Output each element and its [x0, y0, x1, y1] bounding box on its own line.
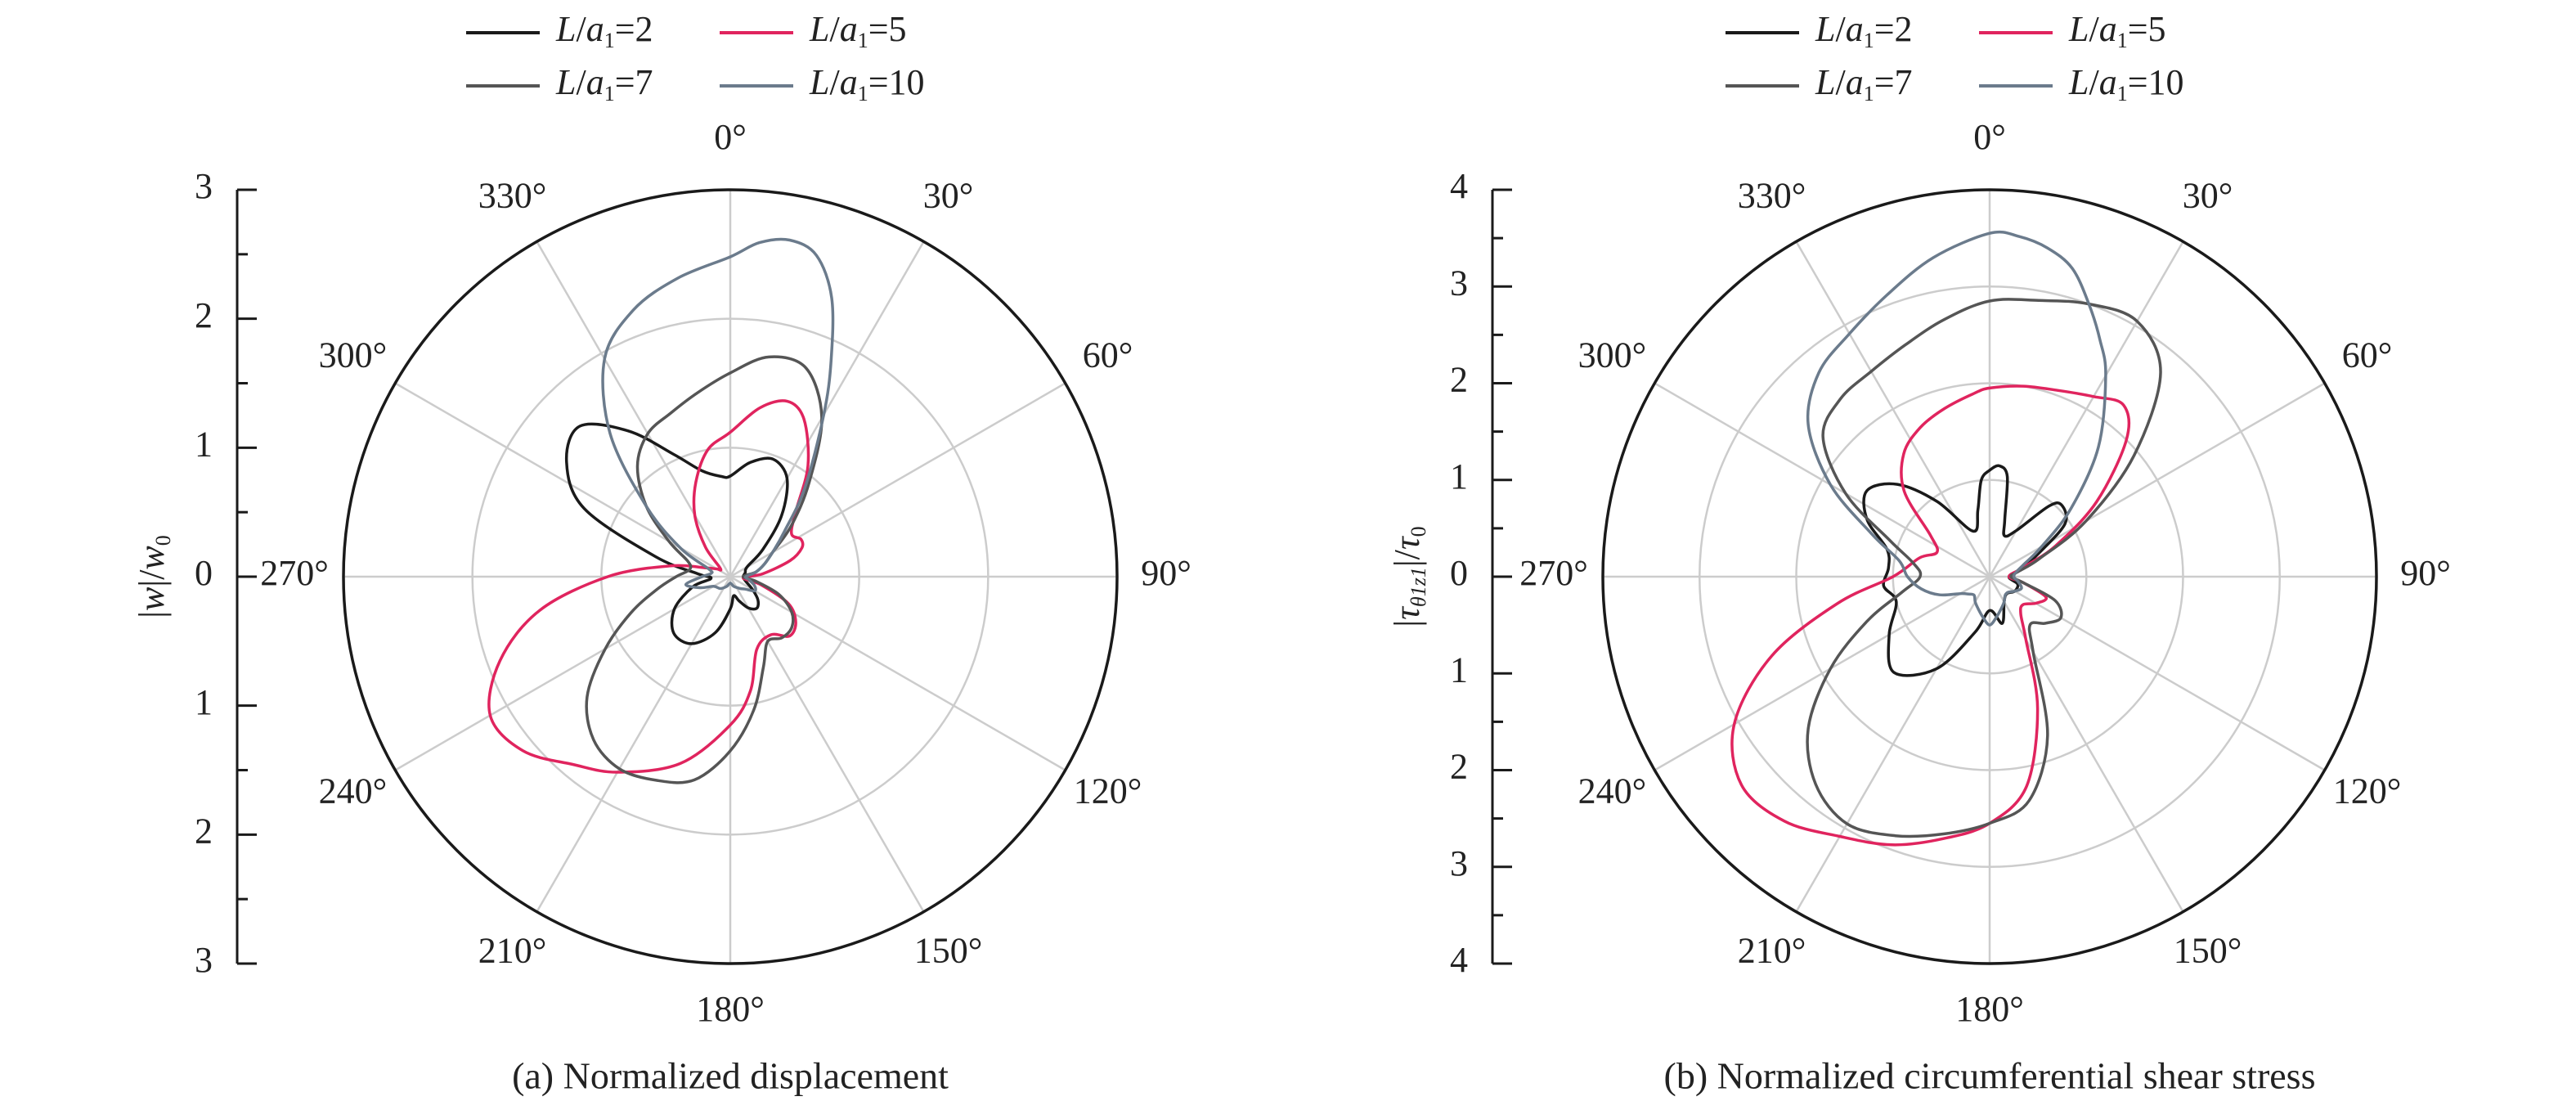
- radial-tick-label: 1: [195, 424, 213, 464]
- grid-spoke: [1988, 576, 2184, 913]
- legend-label-4: L/a1=10: [2068, 62, 2184, 106]
- grid-spoke: [1988, 240, 2184, 577]
- angle-tick-label: 150°: [914, 931, 983, 971]
- series-line-3: [1806, 298, 2162, 838]
- grid-spoke: [1795, 576, 1991, 913]
- angle-tick-label: 90°: [1141, 553, 1192, 593]
- radial-tick-label: 0: [1450, 553, 1468, 593]
- angle-tick-label: 120°: [2333, 771, 2402, 811]
- radial-tick-label: 2: [1450, 747, 1468, 787]
- angle-tick-label: 180°: [696, 989, 765, 1029]
- radial-tick-label: 3: [1450, 263, 1468, 303]
- radial-tick-label: 4: [1450, 166, 1468, 206]
- radial-tick-label: 1: [1450, 649, 1468, 690]
- legend-label-2: L/a1=5: [809, 9, 907, 52]
- legend-label-3: L/a1=7: [1815, 62, 1913, 106]
- grid-spoke: [729, 575, 1066, 771]
- series-line-1: [564, 422, 789, 645]
- grid-spoke: [1795, 240, 1991, 577]
- angle-tick-label: 240°: [1578, 771, 1647, 811]
- grid-spoke: [729, 240, 925, 577]
- angle-tick-label: 300°: [1578, 335, 1647, 375]
- angle-tick-label: 150°: [2174, 931, 2242, 971]
- angle-tick-label: 270°: [260, 553, 329, 593]
- radial-tick-label: 3: [195, 166, 213, 206]
- panel-a-displacement: 0° 30° 60° 90° 120° 150° 180° 210° 240° 270° 300° 3…: [132, 9, 1192, 1096]
- angle-tick-label: 120°: [1074, 771, 1142, 811]
- grid-spoke: [536, 576, 732, 913]
- grid-spoke: [1654, 382, 1990, 578]
- radial-tick-label: 2: [195, 295, 213, 335]
- angle-tick-label: 60°: [1083, 335, 1133, 375]
- angle-tick-label: 240°: [319, 771, 388, 811]
- angle-tick-label: 30°: [923, 176, 974, 216]
- series-line-3: [585, 355, 824, 784]
- polar-frame: [1601, 188, 2378, 965]
- angle-tick-label: 270°: [1519, 553, 1588, 593]
- angle-tick-label: 300°: [319, 335, 388, 375]
- radial-tick-label: 0: [195, 553, 213, 593]
- panel-caption: (b) Normalized circumferential shear str…: [1664, 1055, 2316, 1097]
- angle-tick-label: 180°: [1955, 989, 2024, 1029]
- series-line-2: [487, 399, 810, 774]
- y-axis-label: |w|/w0: [132, 535, 175, 618]
- grid-spoke: [394, 575, 731, 771]
- series-line-4: [1806, 230, 2107, 627]
- angle-tick-label: 90°: [2400, 553, 2451, 593]
- y-axis-label: |τθ1z1|/τ0: [1387, 526, 1430, 627]
- angle-tick-label: 330°: [478, 176, 547, 216]
- angle-tick-label: 0°: [714, 117, 747, 157]
- radial-tick-label: 4: [1450, 940, 1468, 980]
- panel-caption: (a) Normalized displacement: [512, 1055, 949, 1097]
- radial-tick-label: 2: [1450, 360, 1468, 400]
- legend-label-1: L/a1=2: [1815, 9, 1913, 52]
- grid-spoke: [1989, 382, 2326, 578]
- angle-tick-label: 210°: [1738, 931, 1806, 971]
- panel-b-shear-stress: 0° 30° 60° 90° 120° 150° 180° 210° 240° 270° 300° 3…: [1387, 9, 2451, 1096]
- radial-tick-label: 1: [1450, 456, 1468, 497]
- legend-label-1: L/a1=2: [555, 9, 653, 52]
- grid-spoke: [1654, 575, 1990, 771]
- radial-tick-label: 3: [195, 940, 213, 980]
- polar-frame: [342, 188, 1119, 965]
- angle-tick-label: 210°: [478, 931, 547, 971]
- legend-label-3: L/a1=7: [555, 62, 653, 106]
- grid-spoke: [729, 382, 1066, 578]
- angle-tick-label: 60°: [2342, 335, 2393, 375]
- legend-label-2: L/a1=5: [2068, 9, 2166, 52]
- grid-spoke: [729, 576, 925, 913]
- radial-tick-label: 1: [195, 682, 213, 722]
- angle-tick-label: 0°: [1973, 117, 2006, 157]
- grid-spoke: [536, 240, 732, 577]
- angle-tick-label: 30°: [2183, 176, 2233, 216]
- angle-tick-label: 330°: [1738, 176, 1806, 216]
- radial-tick-label: 2: [195, 811, 213, 851]
- legend-label-4: L/a1=10: [809, 62, 925, 106]
- grid-spoke: [394, 382, 731, 578]
- series-line-2: [1730, 384, 2131, 847]
- series-line-4: [601, 237, 835, 593]
- grid-spoke: [1989, 575, 2326, 771]
- radial-tick-label: 3: [1450, 843, 1468, 883]
